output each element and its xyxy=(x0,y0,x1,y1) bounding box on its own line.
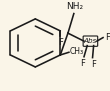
Text: CH₃: CH₃ xyxy=(70,47,84,56)
Text: F: F xyxy=(81,59,85,68)
Text: F: F xyxy=(58,38,63,47)
FancyBboxPatch shape xyxy=(83,36,98,46)
Text: F: F xyxy=(91,60,96,69)
Text: F: F xyxy=(105,33,110,42)
Text: Abs: Abs xyxy=(84,38,97,44)
Text: NH₂: NH₂ xyxy=(66,2,83,11)
